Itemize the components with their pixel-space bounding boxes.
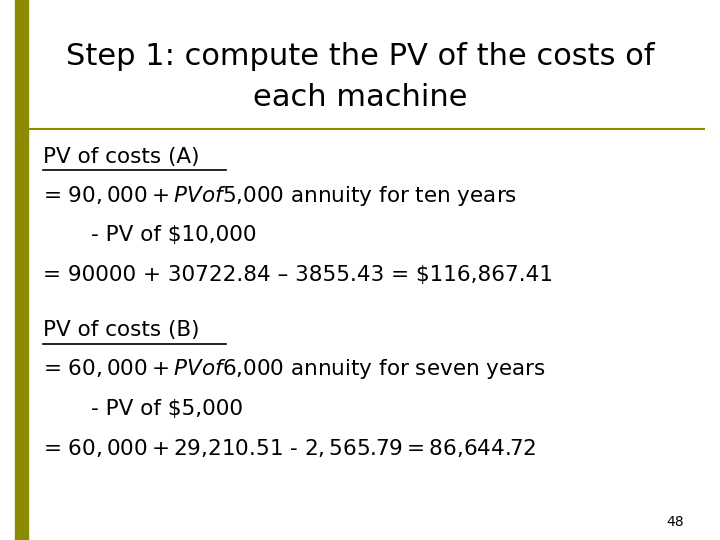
Text: - PV of $5,000: - PV of $5,000 (42, 399, 243, 419)
Text: 48: 48 (667, 515, 684, 529)
Text: PV of costs (B): PV of costs (B) (42, 320, 199, 340)
Bar (15, 0, 27, 540)
Text: - PV of $10,000: - PV of $10,000 (42, 225, 256, 246)
Text: = $60,000 + $29,210.51 - $2,565.79 =$86,644.72: = $60,000 + $29,210.51 - $2,565.79 =$86,… (42, 437, 536, 460)
Text: = $90,000 + PV of $5,000 annuity for ten years: = $90,000 + PV of $5,000 annuity for ten… (42, 184, 517, 208)
Text: = $60,000 + PV of $6,000 annuity for seven years: = $60,000 + PV of $6,000 annuity for sev… (42, 357, 546, 381)
Text: Step 1: compute the PV of the costs of: Step 1: compute the PV of the costs of (66, 42, 654, 71)
Text: PV of costs (A): PV of costs (A) (42, 146, 199, 167)
Text: each machine: each machine (253, 83, 467, 112)
Text: = 90000 + 30722.84 – 3855.43 = $116,867.41: = 90000 + 30722.84 – 3855.43 = $116,867.… (42, 265, 553, 285)
